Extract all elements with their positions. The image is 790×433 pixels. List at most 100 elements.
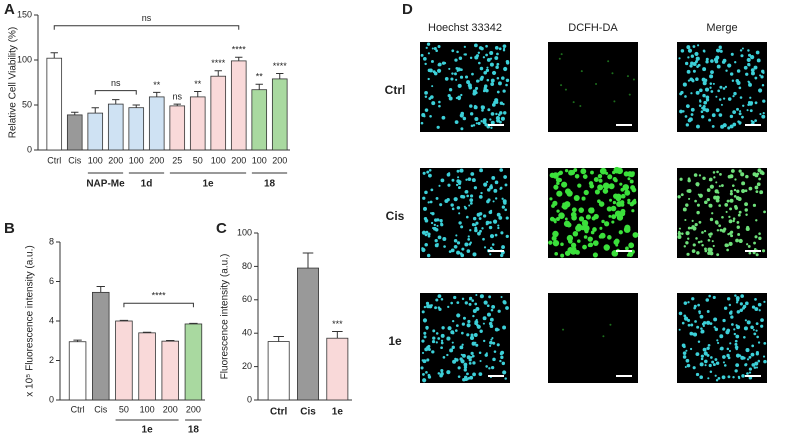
cell: [703, 50, 706, 53]
bar: [68, 341, 87, 401]
cell: [749, 109, 753, 113]
cell: [615, 243, 619, 247]
cell: [465, 178, 468, 181]
cell: [427, 201, 430, 204]
cell: [723, 227, 727, 231]
cell: [502, 325, 507, 330]
cell: [481, 227, 484, 230]
cell: [478, 61, 481, 65]
bracket: [94, 90, 137, 95]
cell: [692, 332, 698, 337]
cell: [716, 229, 720, 232]
cell: [486, 199, 490, 204]
cell: [473, 43, 478, 48]
significance-label: **: [194, 79, 202, 89]
cell: [468, 204, 471, 207]
cell: [433, 47, 437, 51]
cell: [744, 319, 747, 322]
cell: [466, 323, 471, 328]
cell: [733, 332, 737, 336]
cell: [716, 253, 720, 257]
cell: [497, 226, 500, 230]
cell: [703, 200, 708, 205]
cell: [678, 227, 681, 230]
cell: [756, 335, 759, 339]
cell: [579, 104, 582, 107]
cell: [709, 235, 712, 238]
cell: [558, 212, 565, 219]
cell: [486, 312, 491, 317]
cell: [561, 181, 568, 188]
cell: [717, 89, 720, 93]
cell: [729, 72, 734, 76]
cell: [460, 68, 463, 71]
cell: [623, 226, 631, 233]
cell: [735, 353, 741, 358]
cell: [457, 83, 462, 88]
cell: [698, 104, 702, 107]
cell: [620, 200, 625, 205]
cell: [701, 115, 705, 119]
group-label: NAP-Me: [86, 179, 125, 190]
cell: [475, 221, 479, 225]
cell: [588, 207, 595, 214]
cell: [580, 70, 583, 73]
cell: [478, 372, 483, 377]
cell: [467, 237, 471, 241]
cell: [501, 205, 506, 209]
cell: [629, 179, 634, 184]
cell: [702, 67, 707, 72]
cell: [730, 52, 734, 56]
cell: [728, 303, 732, 307]
cell: [750, 119, 753, 123]
cell: [689, 64, 693, 68]
cell: [469, 296, 473, 301]
cell: [497, 309, 501, 313]
column-header: Hoechst 33342: [428, 22, 502, 34]
cell: [500, 350, 505, 355]
cell: [556, 209, 560, 213]
cell: [755, 190, 759, 194]
cell: [483, 86, 487, 90]
cell: [746, 57, 751, 63]
cell: [473, 333, 478, 337]
cell: [494, 233, 498, 237]
cell: [756, 182, 761, 187]
cell: [474, 104, 477, 108]
cell: [702, 81, 707, 86]
cell: [494, 56, 499, 60]
y-tick-label: 20: [242, 361, 252, 371]
cell: [722, 87, 726, 90]
micrograph: [420, 168, 510, 258]
cell: [549, 197, 553, 201]
cell: [695, 237, 698, 240]
cell: [438, 307, 442, 311]
panel-letter: D: [402, 1, 413, 18]
cell: [750, 68, 755, 73]
cell: [466, 372, 469, 376]
cell: [496, 343, 500, 347]
cell: [735, 347, 738, 351]
cell: [687, 56, 690, 59]
cell: [711, 125, 715, 128]
cell: [440, 333, 445, 338]
cell: [490, 112, 495, 116]
bar: [184, 323, 203, 401]
cell: [748, 53, 752, 57]
cell: [479, 359, 482, 363]
cell: [709, 74, 714, 79]
cell: [732, 110, 737, 115]
significance-label: ****: [273, 61, 288, 71]
cell: [464, 189, 469, 194]
cell: [711, 212, 714, 215]
cell: [578, 207, 585, 213]
cell: [750, 71, 755, 76]
panel-letter: C: [216, 220, 227, 237]
cell: [700, 240, 703, 243]
cell: [461, 322, 465, 326]
cell: [489, 317, 494, 322]
cell: [715, 95, 718, 98]
cell: [687, 79, 691, 82]
cell: [712, 171, 716, 174]
cell: [696, 210, 700, 215]
